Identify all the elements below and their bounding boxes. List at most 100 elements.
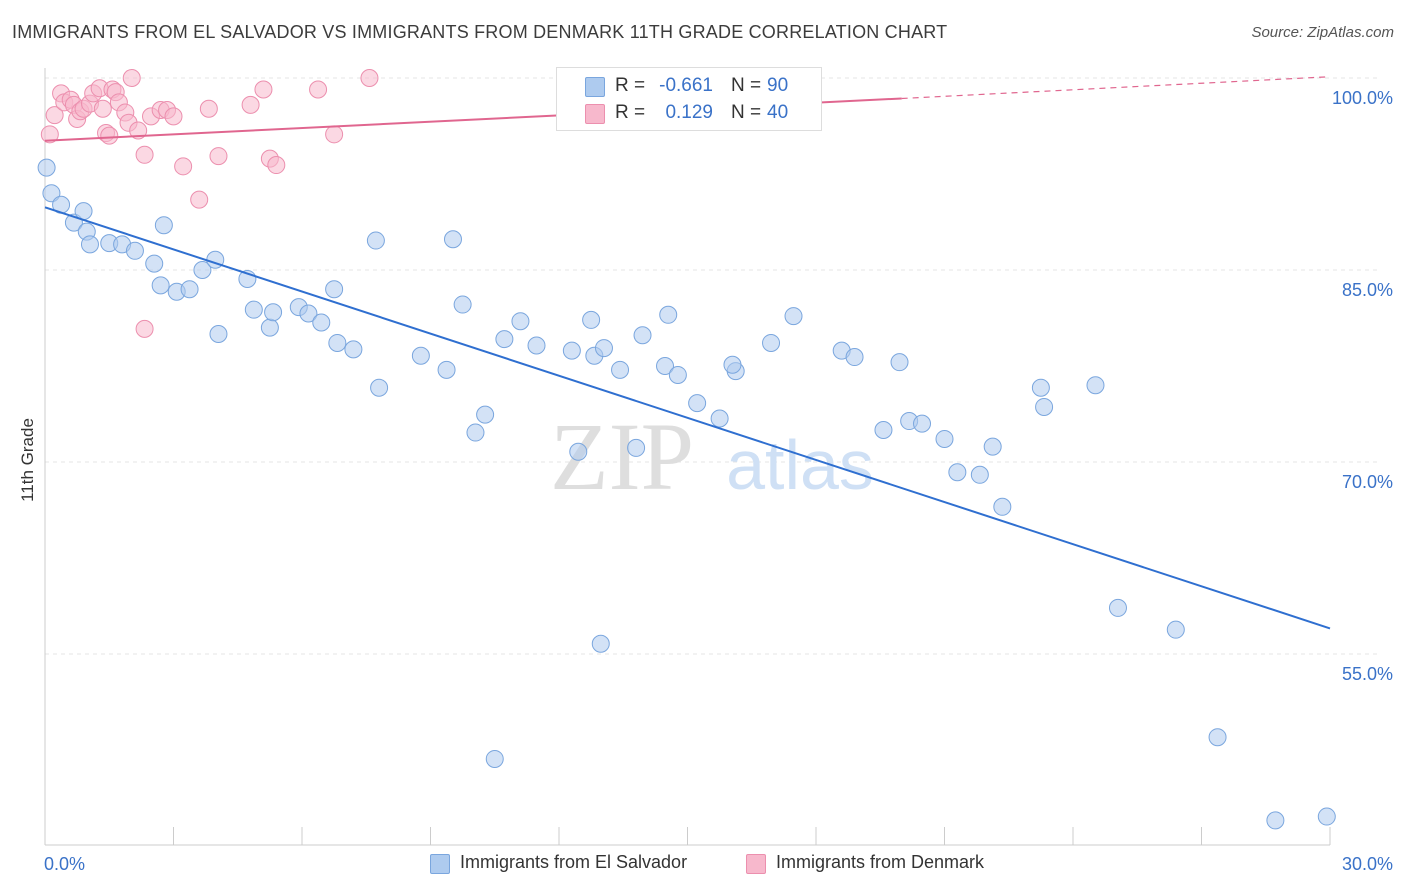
- data-point: [723, 355, 742, 374]
- data-point: [122, 69, 141, 87]
- data-point: [784, 307, 803, 326]
- data-point: [1317, 807, 1336, 826]
- legend-r-label: R =: [615, 102, 646, 123]
- data-point: [970, 465, 989, 484]
- stats-legend: R = -0.661 N = 90 R = 0.129 N = 40: [556, 67, 822, 131]
- data-point: [40, 125, 59, 144]
- data-point: [591, 634, 610, 653]
- data-point: [948, 463, 967, 482]
- data-point: [260, 318, 279, 337]
- data-point: [476, 405, 495, 424]
- data-point: [845, 348, 864, 367]
- data-point: [1208, 728, 1227, 747]
- data-point: [913, 414, 932, 433]
- data-point: [688, 394, 707, 413]
- data-point: [1166, 620, 1185, 639]
- data-point: [1035, 397, 1054, 416]
- y-tick-label: 85.0%: [1342, 280, 1393, 300]
- data-point: [209, 325, 228, 343]
- x-tick-label: 0.0%: [44, 854, 85, 874]
- trend-lines: [44, 76, 1331, 630]
- data-point: [453, 295, 472, 314]
- data-point: [874, 421, 893, 439]
- legend-n-label: N =: [731, 102, 762, 123]
- data-point: [1031, 378, 1050, 397]
- data-point: [611, 360, 630, 379]
- data-point: [594, 339, 613, 358]
- data-point: [190, 190, 209, 209]
- data-point: [466, 423, 485, 442]
- data-point: [495, 330, 514, 349]
- data-point: [100, 126, 119, 145]
- data-point: [659, 305, 678, 324]
- data-point: [360, 69, 379, 87]
- data-point: [569, 442, 588, 461]
- data-point: [582, 310, 601, 329]
- data-point: [299, 304, 318, 323]
- legend-swatch-blue: [585, 77, 605, 97]
- data-point: [627, 438, 646, 457]
- data-point: [254, 80, 273, 99]
- data-point: [267, 156, 286, 175]
- data-point: [710, 409, 729, 428]
- data-point: [527, 336, 546, 355]
- y-tick-label: 100.0%: [1332, 88, 1393, 108]
- legend-row-denmark: R = 0.129 N = 40: [557, 101, 821, 127]
- data-point: [164, 107, 183, 126]
- legend-swatch-el-salvador: [430, 854, 450, 874]
- data-point: [199, 99, 218, 118]
- data-point: [511, 312, 530, 331]
- data-point: [45, 106, 64, 125]
- data-point: [151, 276, 170, 295]
- data-point: [485, 749, 504, 768]
- data-point: [1108, 598, 1127, 617]
- chart-title: IMMIGRANTS FROM EL SALVADOR VS IMMIGRANT…: [12, 22, 948, 42]
- data-point: [180, 280, 199, 299]
- legend-r-label: R =: [615, 75, 646, 96]
- legend-row-el-salvador: R = -0.661 N = 90: [557, 74, 821, 100]
- legend-r-value: -0.661: [659, 75, 713, 96]
- legend-swatch-pink: [585, 104, 605, 124]
- data-point: [209, 147, 228, 166]
- data-point: [135, 319, 154, 338]
- legend-item-denmark: Immigrants from Denmark: [776, 852, 985, 872]
- source-label: Source: ZipAtlas.com: [1251, 24, 1394, 41]
- data-point: [37, 158, 56, 177]
- legend-item-el-salvador: Immigrants from El Salvador: [460, 852, 688, 872]
- data-point: [244, 300, 263, 319]
- data-point: [1086, 376, 1105, 395]
- data-point: [890, 353, 909, 372]
- data-point: [135, 145, 154, 164]
- y-axis-label: 11th Grade: [18, 418, 37, 502]
- el-salvador-points: [37, 158, 1336, 830]
- data-point: [93, 99, 112, 118]
- data-point: [344, 340, 363, 359]
- data-point: [935, 429, 954, 448]
- data-point: [42, 184, 61, 203]
- data-point: [762, 333, 781, 352]
- data-point: [193, 261, 212, 279]
- data-point: [125, 241, 144, 260]
- data-point: [241, 95, 260, 114]
- y-tick-label: 70.0%: [1342, 472, 1393, 492]
- data-point: [325, 280, 344, 299]
- legend-n-value: 40: [767, 102, 789, 123]
- tick-labels: 100.0% 85.0% 70.0% 55.0% 0.0% 30.0%: [44, 88, 1393, 874]
- data-point: [437, 360, 456, 379]
- data-point: [411, 346, 430, 365]
- data-point: [633, 326, 652, 345]
- data-point: [443, 230, 462, 249]
- data-point: [80, 235, 99, 254]
- trend-line-denmark-extension: [901, 76, 1331, 100]
- data-point: [325, 125, 344, 144]
- y-tick-label: 55.0%: [1342, 664, 1393, 684]
- data-point: [668, 365, 687, 384]
- legend-swatch-denmark: [746, 854, 766, 874]
- data-point: [562, 341, 581, 360]
- series-legend: Immigrants from El Salvador Immigrants f…: [0, 852, 1406, 878]
- legend-r-value: 0.129: [665, 102, 713, 123]
- data-point: [1266, 811, 1285, 830]
- data-point: [328, 333, 347, 352]
- legend-n-value: 90: [767, 75, 789, 96]
